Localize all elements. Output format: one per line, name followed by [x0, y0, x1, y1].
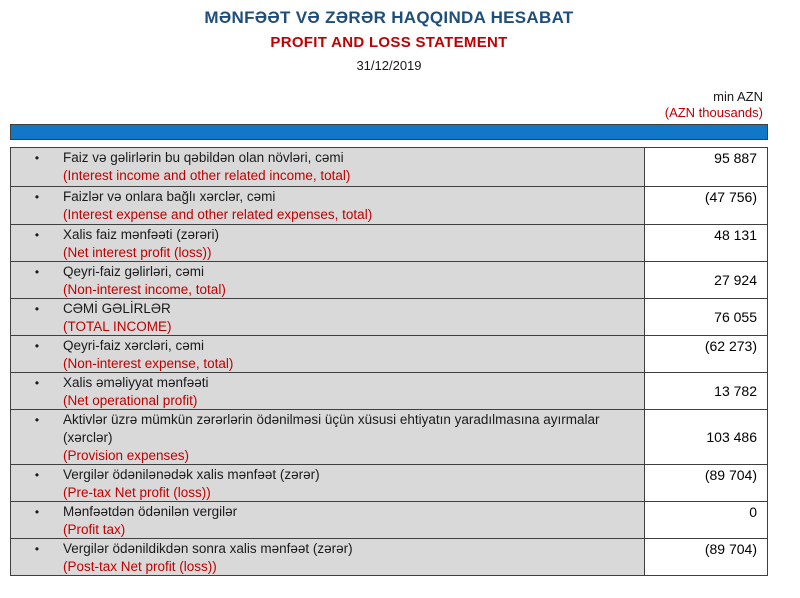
row-label-az: Qeyri-faiz xərcləri, cəmi [63, 338, 205, 353]
table-row: • Vergilər ödənilənədək xalis mənfəət (z… [11, 464, 767, 501]
row-label-az: Vergilər ödənildikdən sonra xalis mənfəə… [63, 541, 353, 556]
row-value: 95 887 [645, 148, 767, 186]
row-label-en: (Non-interest expense, total) [63, 356, 234, 371]
bullet-icon: • [34, 190, 40, 204]
row-label-en: (Non-interest income, total) [63, 282, 226, 297]
row-description-cell: • Vergilər ödənilənədək xalis mənfəət (z… [11, 465, 645, 501]
profit-loss-table: • Faiz və gəlirlərin bu qəbildən olan nö… [10, 124, 768, 576]
row-description-cell: • Aktivlər üzrə mümkün zərərlərin ödənil… [11, 410, 645, 464]
table-row: • Faiz və gəlirlərin bu qəbildən olan nö… [11, 148, 767, 186]
row-description-cell: • Vergilər ödənildikdən sonra xalis mənf… [11, 539, 645, 575]
statement-date: 31/12/2019 [356, 58, 422, 73]
table-row: • Aktivlər üzrə mümkün zərərlərin ödənil… [11, 409, 767, 464]
row-label-az: Aktivlər üzrə mümkün zərərlərin ödənilmə… [63, 412, 600, 445]
bullet-icon: • [34, 376, 40, 390]
row-label-en: (Net operational profit) [63, 393, 198, 408]
bullet-icon: • [34, 265, 40, 279]
row-label-az: Xalis əməliyyat mənfəəti [63, 375, 209, 390]
row-description-cell: • Qeyri-faiz gəlirləri, cəmi (Non-intere… [11, 262, 645, 298]
row-label-az: Faiz və gəlirlərin bu qəbildən olan növl… [63, 150, 344, 165]
row-description-cell: • Qeyri-faiz xərcləri, cəmi (Non-interes… [11, 336, 645, 372]
table-body: • Faiz və gəlirlərin bu qəbildən olan nö… [10, 147, 768, 576]
page-title-az: MƏNFƏƏT VƏ ZƏRƏR HAQQINDA HESABAT [204, 8, 574, 27]
row-value: 13 782 [645, 373, 767, 409]
row-value: (62 273) [645, 336, 767, 372]
document-header: MƏNFƏƏT VƏ ZƏRƏR HAQQINDA HESABAT PROFIT… [10, 0, 768, 74]
bullet-icon: • [34, 228, 40, 242]
row-label-en: (Interest expense and other related expe… [63, 207, 373, 222]
row-label-en: (Provision expenses) [63, 448, 190, 463]
table-row: • Qeyri-faiz gəlirləri, cəmi (Non-intere… [11, 261, 767, 298]
row-label-en: (Post-tax Net profit (loss)) [63, 559, 217, 574]
row-label-az: Qeyri-faiz gəlirləri, cəmi [63, 264, 205, 279]
document-content: MƏNFƏƏT VƏ ZƏRƏR HAQQINDA HESABAT PROFIT… [10, 0, 768, 576]
bullet-icon: • [34, 302, 40, 316]
bullet-icon: • [34, 151, 40, 165]
row-value: 48 131 [645, 225, 767, 261]
bullet-icon: • [34, 468, 40, 482]
row-description-cell: • Faizlər və onlara bağlı xərclər, cəmi … [11, 187, 645, 224]
currency-unit-en: (AZN thousands) [664, 105, 763, 120]
row-label-az: Vergilər ödənilənədək xalis mənfəət (zər… [63, 467, 320, 482]
row-label-az: Xalis faiz mənfəəti (zərəri) [63, 227, 220, 242]
table-header-bar [10, 124, 768, 140]
row-description-cell: • Xalis faiz mənfəəti (zərəri) (Net inte… [11, 225, 645, 261]
table-row: • Qeyri-faiz xərcləri, cəmi (Non-interes… [11, 335, 767, 372]
row-value: 27 924 [645, 262, 767, 298]
row-value: (89 704) [645, 465, 767, 501]
row-value: 0 [645, 502, 767, 538]
row-label-en: (Pre-tax Net profit (loss)) [63, 485, 211, 500]
bullet-icon: • [34, 505, 40, 519]
row-label-en: (Profit tax) [63, 522, 126, 537]
page-title-en: PROFIT AND LOSS STATEMENT [270, 34, 508, 51]
row-label-az: CƏMİ GƏLİRLƏR [63, 301, 171, 316]
row-label-en: (TOTAL INCOME) [63, 319, 172, 334]
table-row: • Mənfəətdən ödənilən vergilər (Profit t… [11, 501, 767, 538]
bullet-icon: • [34, 413, 40, 427]
bullet-icon: • [34, 339, 40, 353]
table-row: • Xalis faiz mənfəəti (zərəri) (Net inte… [11, 224, 767, 261]
row-description-cell: • Faiz və gəlirlərin bu qəbildən olan nö… [11, 148, 645, 186]
row-value: 76 055 [645, 299, 767, 335]
row-label-az: Faizlər və onlara bağlı xərclər, cəmi [63, 189, 276, 204]
table-row: • Vergilər ödənildikdən sonra xalis mənf… [11, 538, 767, 575]
row-label-az: Mənfəətdən ödənilən vergilər [63, 504, 238, 519]
row-value: (47 756) [645, 187, 767, 224]
row-description-cell: • Xalis əməliyyat mənfəəti (Net operatio… [11, 373, 645, 409]
row-label-en: (Net interest profit (loss)) [63, 245, 212, 260]
table-row: • Faizlər və onlara bağlı xərclər, cəmi … [11, 186, 767, 224]
table-row: • CƏMİ GƏLİRLƏR (TOTAL INCOME) 76 055 [11, 298, 767, 335]
currency-unit-az: min AZN [713, 89, 763, 104]
row-value: (89 704) [645, 539, 767, 575]
row-description-cell: • Mənfəətdən ödənilən vergilər (Profit t… [11, 502, 645, 538]
currency-unit-block: min AZN (AZN thousands) [10, 89, 768, 121]
row-label-en: (Interest income and other related incom… [63, 168, 351, 183]
bullet-icon: • [34, 542, 40, 556]
row-value: 103 486 [645, 410, 767, 464]
row-description-cell: • CƏMİ GƏLİRLƏR (TOTAL INCOME) [11, 299, 645, 335]
table-row: • Xalis əməliyyat mənfəəti (Net operatio… [11, 372, 767, 409]
